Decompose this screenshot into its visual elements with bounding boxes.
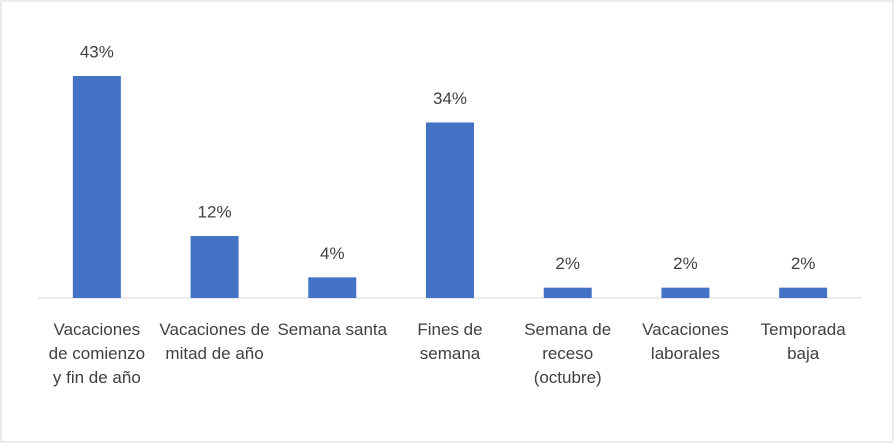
x-tick-label: Temporada baja xyxy=(760,320,846,363)
x-tick-label: Vacaciones de mitad de año xyxy=(159,320,270,363)
x-tick-label: Semana santa xyxy=(277,320,388,339)
x-tick-label: Fines de semana xyxy=(417,320,483,363)
bar xyxy=(426,122,474,298)
bar xyxy=(661,287,710,298)
data-label: 4% xyxy=(320,244,345,263)
bar xyxy=(779,287,828,298)
x-tick-label: Vacaciones de comienzo y fin de año xyxy=(48,320,146,387)
bar xyxy=(543,287,592,298)
bar xyxy=(308,277,357,298)
data-label: 2% xyxy=(555,254,580,273)
x-tick-label: Vacaciones laborales xyxy=(642,320,729,363)
data-label: 34% xyxy=(433,89,467,108)
data-label: 2% xyxy=(791,254,816,273)
x-tick-label: Semana de receso (octubre) xyxy=(524,320,612,387)
data-label: 12% xyxy=(198,203,232,222)
data-label: 2% xyxy=(673,254,698,273)
data-label: 43% xyxy=(80,42,114,61)
bar xyxy=(72,76,121,298)
bar xyxy=(190,236,239,298)
